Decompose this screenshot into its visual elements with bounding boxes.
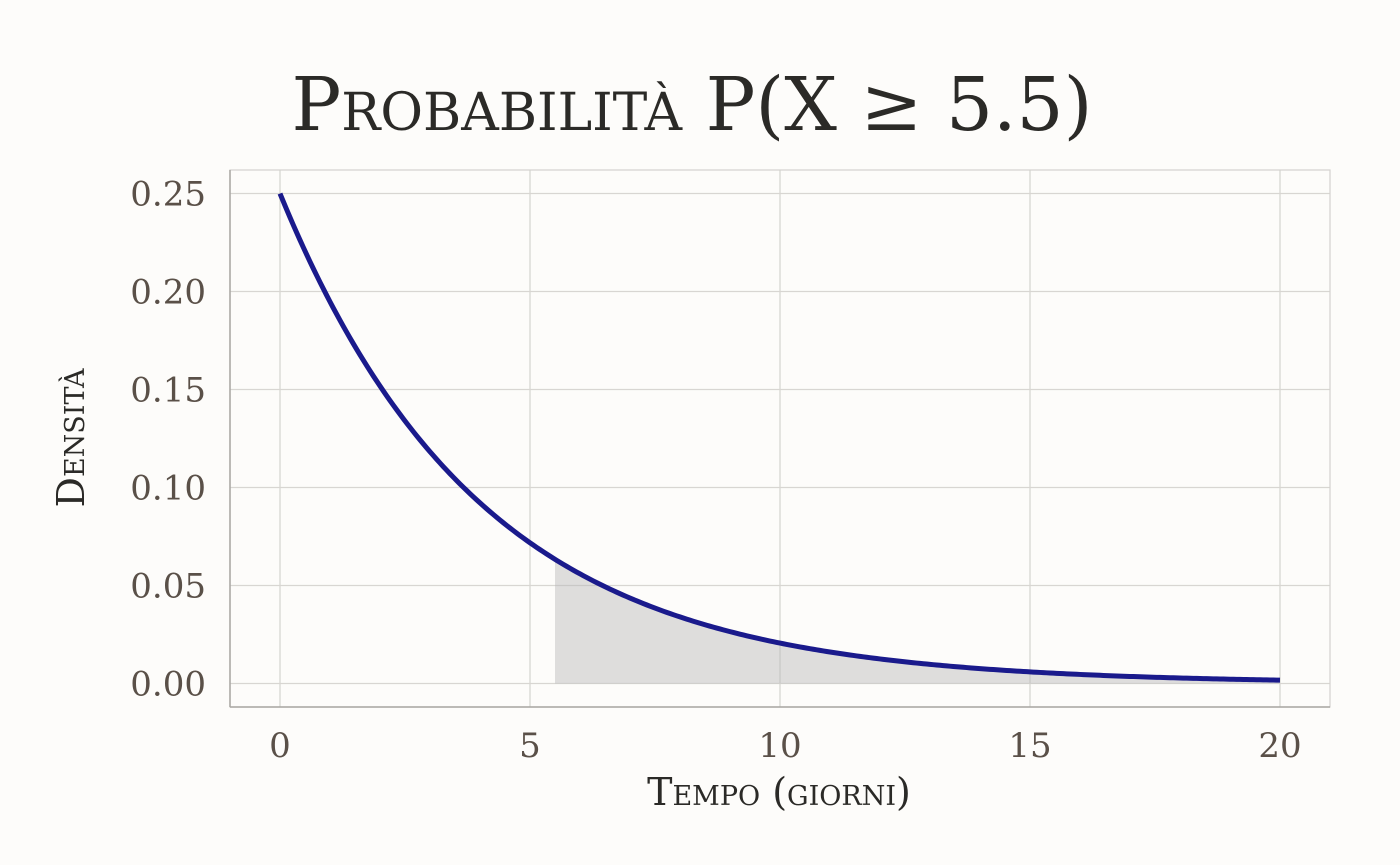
y-tick-label: 0.25 (130, 175, 206, 215)
x-tick-label: 5 (519, 726, 541, 766)
y-tick-label: 0.20 (130, 273, 206, 313)
axes (229, 170, 1330, 708)
x-tick-label: 0 (269, 726, 291, 766)
x-tick-label: 10 (758, 726, 801, 766)
x-tick-label: 15 (1008, 726, 1051, 766)
y-axis-title: Densità (49, 368, 93, 507)
grid (230, 170, 1330, 707)
x-tick-label: 20 (1258, 726, 1301, 766)
chart-title: Probabilità P(X ≥ 5.5) (291, 62, 1092, 148)
shaded-probability-area (555, 559, 1280, 684)
density-curve (277, 192, 1281, 683)
y-tick-label: 0.05 (130, 566, 206, 606)
plot-title: Probabilità P(X ≥ 5.5) (291, 62, 1092, 148)
y-tick-label: 0.15 (130, 371, 206, 411)
x-axis-title: Tempo (giorni) (647, 770, 911, 814)
y-tick-label: 0.00 (130, 664, 206, 704)
y-tick-label: 0.10 (130, 468, 206, 508)
y-tick-labels: 0.00 0.05 0.10 0.15 0.20 0.25 (130, 175, 206, 705)
shaded-area-group (555, 559, 1280, 684)
density-curve-group (277, 192, 1281, 683)
x-tick-labels: 0 5 10 15 20 (269, 726, 1301, 766)
